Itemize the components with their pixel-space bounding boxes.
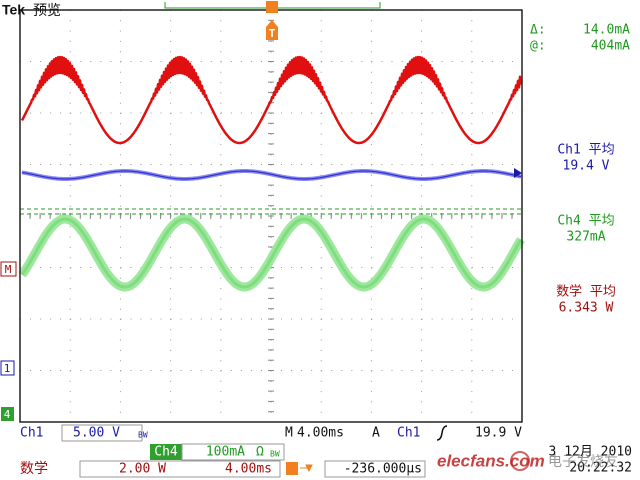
ch4-scale: 100mA <box>206 445 245 460</box>
trigger-mode: A <box>372 426 380 441</box>
math-box <box>79 460 281 478</box>
cursor-at-label: @: <box>530 39 546 54</box>
timebase-label: M <box>285 426 293 441</box>
waveforms <box>18 55 525 292</box>
trigger-marker-top <box>266 1 278 13</box>
position-arrow <box>300 464 313 473</box>
position-box <box>324 460 426 478</box>
measurement-value: 19.4 V <box>563 159 610 174</box>
ch1-ref-arrow <box>514 168 522 178</box>
time: 20:22:32 <box>569 461 632 476</box>
cursor-at: 404mA <box>591 39 630 54</box>
math-label: 数学 <box>20 461 48 477</box>
measurement-label: Ch4 平均 <box>557 214 614 229</box>
trigger-marker <box>266 27 278 40</box>
trigger-slope-icon <box>436 425 448 441</box>
cursor-delta: 14.0mA <box>583 23 630 38</box>
ch4-label-box <box>150 444 182 460</box>
math-marker <box>0 261 17 277</box>
ch4-ohm: Ω <box>256 445 264 460</box>
measurement-value: 327mA <box>566 230 605 245</box>
timebase: 4.00ms <box>297 426 344 441</box>
ch1-waveform-core <box>21 170 522 180</box>
ch1-label: Ch1 <box>20 426 43 441</box>
math-timebase: 4.00ms <box>225 462 272 477</box>
date: 3 12月 2010 <box>549 445 632 460</box>
ch4-marker-label: 4 <box>4 408 11 421</box>
ch1-marker <box>0 360 15 376</box>
ch4-waveform-core <box>20 217 523 289</box>
ch1-scale: 5.00 V <box>73 426 120 441</box>
watermark-logo <box>510 451 530 471</box>
mode: 预览 <box>33 3 61 19</box>
ch1-bw: BW <box>138 431 148 440</box>
trigger-label: T <box>269 27 276 40</box>
ch4-label: Ch4 <box>154 445 178 460</box>
brand: Tek <box>2 2 25 18</box>
ch1-scale-box <box>61 424 143 442</box>
math-marker-label: M <box>5 263 12 276</box>
measurement-label: 数学 平均 <box>556 284 616 300</box>
trigger-level: 19.9 V <box>475 426 522 441</box>
trigger-source: Ch1 <box>397 426 420 441</box>
ch4-bw: BW <box>270 450 280 459</box>
measurement-label: Ch1 平均 <box>557 143 614 158</box>
math-waveform <box>20 55 523 145</box>
measurement-value: 6.343 W <box>559 301 614 316</box>
ch1-marker-label: 1 <box>4 362 11 375</box>
position: -236.000µs <box>344 462 422 477</box>
ch4-scale-box <box>181 443 285 461</box>
watermark-name: 电子发烧友 <box>548 454 618 470</box>
math-scale: 2.00 W <box>119 462 166 477</box>
ch4-marker <box>1 407 14 421</box>
position-icon <box>286 462 298 475</box>
trigger-arrow <box>266 20 278 27</box>
cursor-delta-label: Δ: <box>530 23 546 38</box>
watermark-site: elecfans.com <box>437 451 545 470</box>
